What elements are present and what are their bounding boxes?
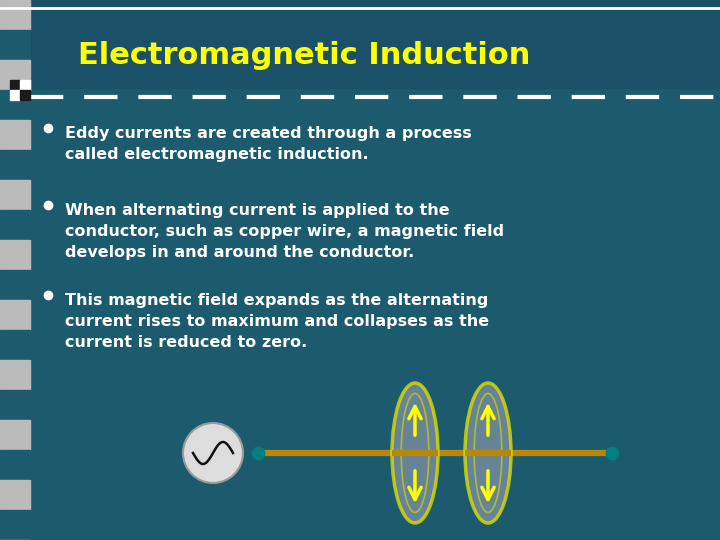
Ellipse shape <box>392 383 438 523</box>
Text: This magnetic field expands as the alternating
current rises to maximum and coll: This magnetic field expands as the alter… <box>65 293 489 350</box>
Bar <box>0 510 30 540</box>
Circle shape <box>183 423 243 483</box>
Text: Electromagnetic Induction: Electromagnetic Induction <box>78 42 531 71</box>
Bar <box>0 60 30 90</box>
Bar <box>0 240 30 270</box>
Bar <box>0 0 720 88</box>
Bar <box>10 90 20 100</box>
Bar <box>10 80 20 90</box>
Bar <box>0 390 30 420</box>
Bar <box>0 360 30 390</box>
Text: When alternating current is applied to the
conductor, such as copper wire, a mag: When alternating current is applied to t… <box>65 203 504 260</box>
Ellipse shape <box>465 383 511 523</box>
Text: Eddy currents are created through a process
called electromagnetic induction.: Eddy currents are created through a proc… <box>65 126 472 162</box>
Bar <box>0 480 30 510</box>
Bar <box>0 0 30 30</box>
Bar <box>0 450 30 480</box>
Bar <box>0 180 30 210</box>
Bar <box>0 30 30 60</box>
Bar <box>0 210 30 240</box>
Bar <box>20 90 30 100</box>
Bar <box>0 90 30 120</box>
Bar <box>0 420 30 450</box>
Bar <box>0 300 30 330</box>
Bar <box>0 330 30 360</box>
Bar <box>0 270 30 300</box>
Bar <box>20 80 30 90</box>
Bar <box>0 120 30 150</box>
Bar <box>0 150 30 180</box>
